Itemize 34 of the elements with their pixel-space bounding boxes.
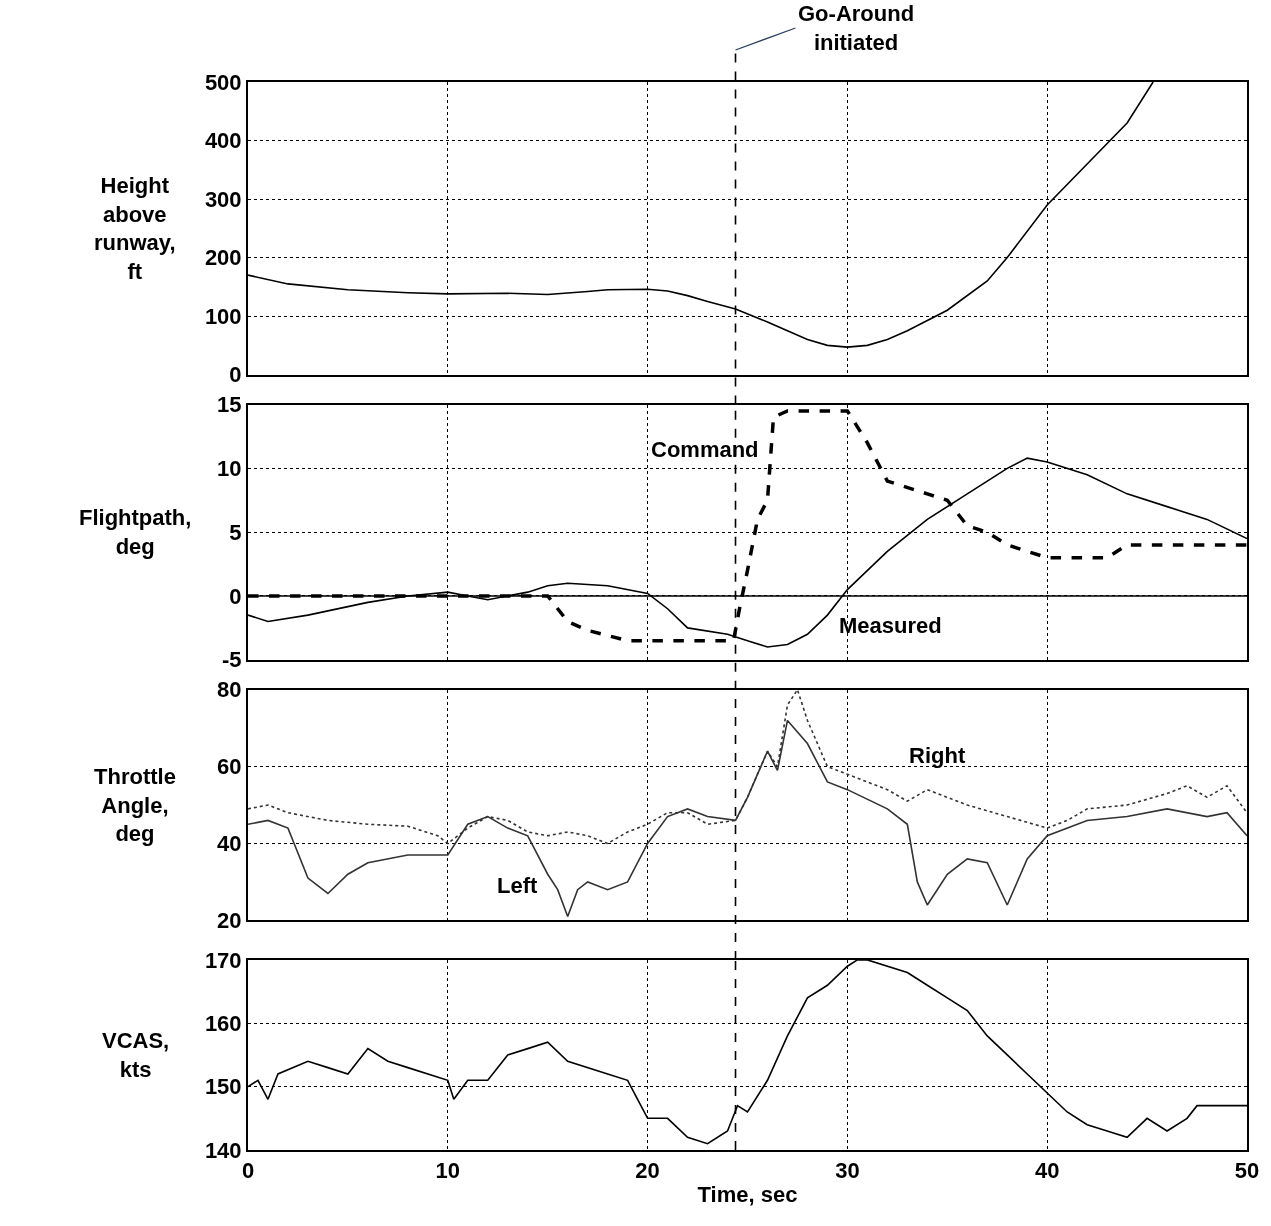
y-tick-label: 0 [229,583,242,609]
y-tick-label: 5 [229,519,242,545]
y-tick-label: 200 [204,245,242,271]
series-label: Command [651,437,759,462]
y-tick-label: 40 [217,831,242,857]
x-tick-label: 20 [635,1158,660,1184]
x-tick-label: 10 [435,1158,461,1184]
y-tick-label: 60 [217,754,242,780]
y-tick-label: 500 [204,69,242,95]
y-axis-title: Flightpath, deg [79,505,192,559]
y-axis-title: VCAS, kts [102,1028,170,1082]
ref-line-label: Go-Around initiated [798,1,915,55]
y-tick-label: 140 [204,1137,242,1163]
y-axis-title: Throttle Angle, deg [94,764,176,847]
x-tick-label: 50 [1234,1158,1260,1184]
y-tick-label: 300 [204,186,242,212]
y-tick-label: 15 [217,392,242,418]
y-tick-label: 0 [229,362,242,388]
series-label: Right [909,743,966,768]
y-tick-label: 10 [217,456,242,482]
y-axis-title: Height above runway, ft [94,173,176,284]
y-tick-label: 170 [204,947,242,973]
y-tick-label: 80 [217,677,242,703]
y-tick-label: 20 [217,908,242,934]
y-tick-label: 150 [204,1074,242,1100]
y-tick-label: -5 [222,647,242,673]
y-tick-label: 400 [204,128,242,154]
series-label: Measured [839,613,942,638]
x-tick-label: 40 [1034,1158,1060,1184]
series-label: Left [497,873,538,898]
x-tick-label: 30 [835,1158,860,1184]
y-tick-label: 160 [204,1010,242,1036]
x-axis-title: Time, sec [697,1181,798,1207]
y-tick-label: 100 [204,303,242,329]
